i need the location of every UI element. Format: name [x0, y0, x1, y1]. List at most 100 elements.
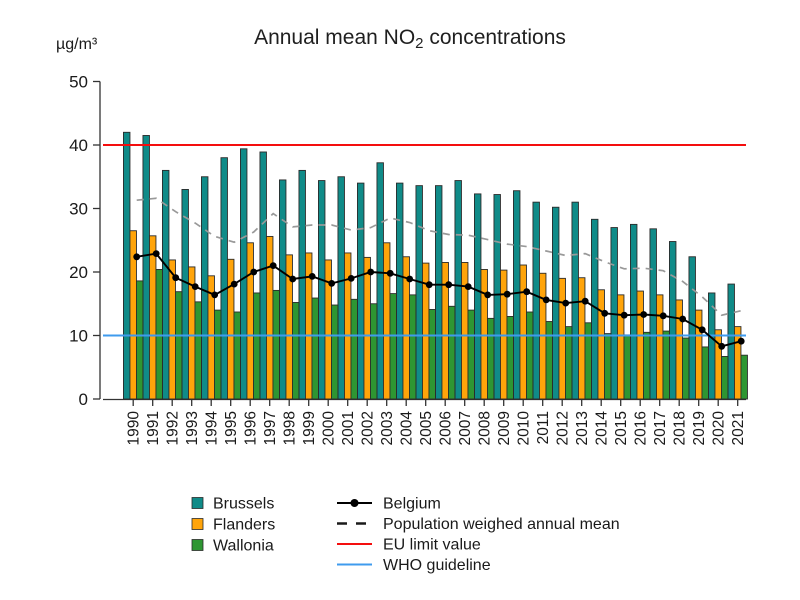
- x-tick-label-1998: 1998: [282, 411, 299, 445]
- x-tick-label-2004: 2004: [399, 411, 416, 446]
- bar-wallonia-1999: [311, 297, 319, 400]
- point-belgium-2006: [445, 281, 453, 289]
- bar-wallonia-2019: [701, 346, 709, 400]
- x-tick-label-2017: 2017: [652, 411, 669, 445]
- bar-flanders-2013: [578, 277, 586, 400]
- x-tick-label-2019: 2019: [691, 411, 708, 445]
- bar-wallonia-2011: [545, 321, 553, 400]
- x-tick-label-2016: 2016: [633, 411, 650, 445]
- point-belgium-2008: [484, 291, 492, 299]
- legend-label-brussels: Brussels: [213, 496, 274, 513]
- legend-swatch-brussels: [191, 497, 204, 509]
- bar-brussels-1991: [142, 135, 150, 400]
- legend-symbol-belgium-marker: [350, 499, 359, 507]
- bar-wallonia-2009: [506, 316, 514, 400]
- bar-flanders-2010: [519, 264, 527, 400]
- bar-flanders-2021: [734, 326, 742, 400]
- bar-brussels-2016: [630, 223, 638, 400]
- legend: Brussels Flanders Wallonia Belgium Popul…: [191, 496, 620, 574]
- bar-groups: [122, 131, 748, 400]
- bar-flanders-1996: [246, 242, 254, 400]
- bar-flanders-2015: [617, 294, 625, 400]
- x-tick-label-1997: 1997: [262, 411, 279, 445]
- point-belgium-2002: [367, 268, 375, 276]
- point-belgium-1997: [269, 262, 277, 269]
- x-tick-label-2010: 2010: [516, 411, 533, 446]
- bar-wallonia-2007: [467, 309, 475, 400]
- bar-flanders-2001: [344, 252, 352, 400]
- bar-brussels-2003: [376, 162, 384, 400]
- y-tick-label-10: 10: [69, 327, 88, 346]
- legend-label-eu-limit: EU limit value: [383, 537, 481, 554]
- y-tick-label-40: 40: [69, 136, 88, 155]
- x-tick-label-2002: 2002: [360, 411, 377, 445]
- legend-label-flanders: Flanders: [213, 517, 275, 534]
- y-tick-label-0: 0: [79, 390, 88, 409]
- y-tick-label-20: 20: [69, 263, 88, 282]
- x-tick-label-1995: 1995: [223, 411, 240, 445]
- point-belgium-2001: [347, 275, 355, 282]
- point-belgium-2009: [503, 290, 511, 298]
- bar-wallonia-1993: [194, 301, 202, 400]
- y-axis: 0 10 20 30 40 50: [69, 73, 101, 409]
- bar-flanders-2014: [597, 289, 605, 400]
- bar-brussels-1996: [239, 148, 248, 400]
- bar-flanders-2003: [383, 242, 391, 400]
- bar-wallonia-2001: [350, 298, 358, 400]
- x-tick-label-2006: 2006: [438, 411, 455, 445]
- bar-wallonia-1991: [155, 269, 163, 400]
- point-belgium-2012: [562, 299, 570, 307]
- y-tick-label-30: 30: [69, 200, 88, 219]
- bar-wallonia-2006: [448, 305, 456, 400]
- bar-flanders-1991: [148, 235, 157, 400]
- point-belgium-1996: [250, 268, 258, 276]
- bar-wallonia-2003: [389, 293, 397, 400]
- x-tick-label-2007: 2007: [457, 411, 474, 445]
- bar-flanders-2017: [656, 294, 664, 400]
- x-tick-label-1994: 1994: [204, 411, 221, 446]
- x-tick-label-2013: 2013: [574, 411, 591, 445]
- bar-wallonia-2016: [643, 331, 651, 400]
- bar-wallonia-2000: [331, 304, 339, 400]
- x-tick-label-2018: 2018: [672, 411, 689, 445]
- bar-brussels-1999: [298, 169, 306, 400]
- bar-brussels-2012: [552, 206, 560, 400]
- legend-swatch-flanders: [191, 518, 204, 530]
- x-tick-label-2005: 2005: [418, 411, 435, 445]
- point-belgium-2021: [737, 337, 745, 345]
- point-belgium-1992: [172, 274, 180, 282]
- x-tick-label-1991: 1991: [145, 411, 162, 445]
- point-belgium-2016: [640, 311, 648, 318]
- x-axis: 1990 1991 1992 1993 1994 1995 1996 1997 1998 1999…: [103, 398, 747, 446]
- bars-wallonia: [135, 269, 748, 400]
- belgium-line: [133, 250, 745, 350]
- bar-flanders-2016: [636, 290, 644, 400]
- bar-wallonia-2004: [409, 294, 417, 400]
- point-belgium-2003: [386, 269, 394, 277]
- point-belgium-2000: [328, 280, 336, 287]
- bar-brussels-1990: [122, 131, 131, 400]
- title-text: Annual mean NO: [254, 26, 416, 49]
- bar-brussels-2017: [649, 228, 657, 400]
- x-tick-label-1999: 1999: [301, 411, 318, 445]
- point-belgium-2013: [581, 297, 589, 305]
- x-tick-label-2015: 2015: [613, 411, 630, 445]
- point-belgium-1991: [152, 250, 160, 257]
- bar-wallonia-1992: [174, 291, 183, 400]
- point-belgium-1995: [230, 280, 238, 288]
- bar-brussels-2021: [727, 283, 735, 400]
- bar-flanders-2019: [695, 309, 703, 400]
- bar-wallonia-1996: [252, 292, 261, 400]
- title-text-2: concentrations: [423, 26, 566, 49]
- bar-brussels-2018: [669, 241, 677, 400]
- bar-flanders-1997: [266, 235, 274, 400]
- bar-flanders-1995: [226, 258, 235, 400]
- bar-brussels-1995: [220, 157, 228, 400]
- bar-brussels-2004: [396, 182, 404, 400]
- bar-brussels-2019: [688, 256, 696, 400]
- x-tick-label-2008: 2008: [477, 411, 494, 445]
- x-tick-label-1993: 1993: [184, 411, 201, 445]
- x-tick-label-2021: 2021: [730, 411, 747, 445]
